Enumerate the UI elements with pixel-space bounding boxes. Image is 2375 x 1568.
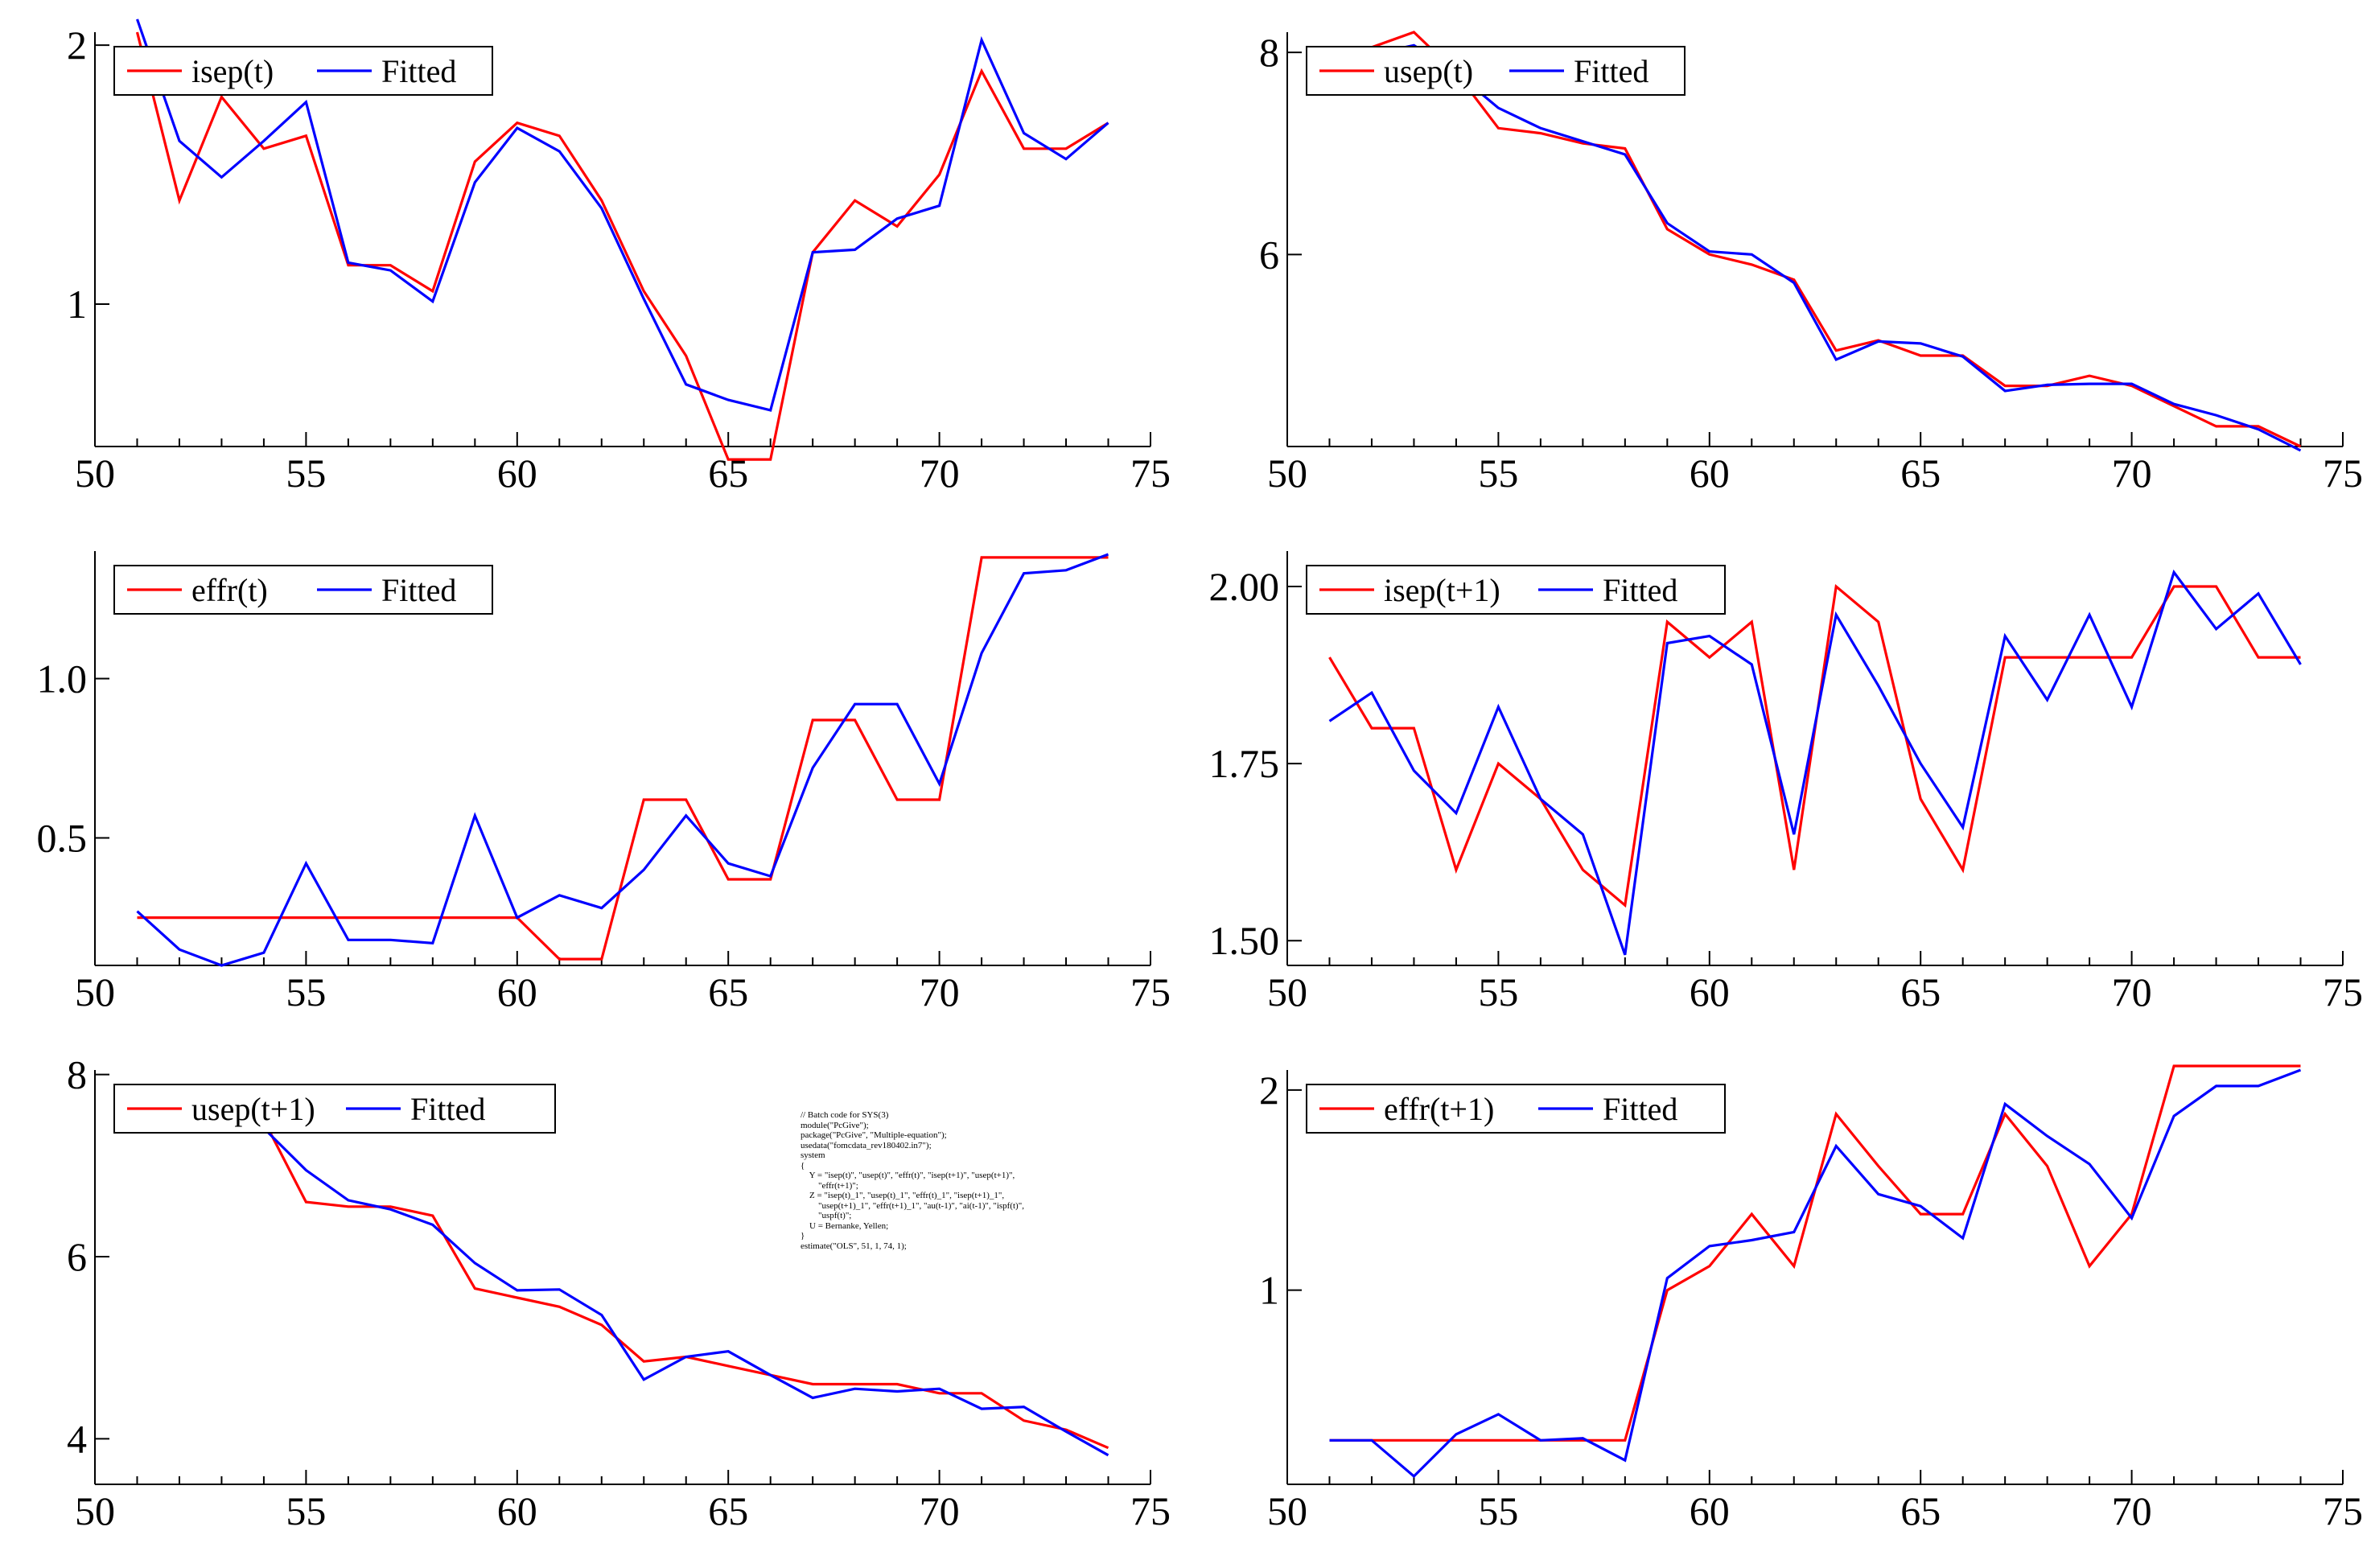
chart-panel-2: 50 55 60 65 70 75 6 8 usep(t) Fitted: [1259, 30, 2363, 496]
legend-box: [113, 1084, 556, 1134]
x-tick-label: 70: [2112, 451, 2152, 496]
legend-label-fitted: Fitted: [410, 1091, 485, 1127]
x-tick-label: 60: [497, 451, 537, 496]
x-tick-label: 55: [1478, 451, 1518, 496]
legend: effr(t) Fitted: [113, 565, 493, 615]
x-tick-label: 65: [708, 1488, 748, 1533]
x-tick-label: 50: [75, 1488, 115, 1533]
legend-box: [1306, 1084, 1726, 1134]
x-tick-label: 75: [2323, 969, 2363, 1014]
x-tick-label: 70: [920, 969, 960, 1014]
x-tick-label: 50: [1267, 969, 1307, 1014]
y-tick-label: 2: [1259, 1068, 1279, 1113]
x-tick-label: 70: [2112, 969, 2152, 1014]
y-tick-label: 1.50: [1209, 918, 1280, 963]
x-tick-label: 65: [1900, 1488, 1941, 1533]
legend-label-actual: usep(t+1): [191, 1091, 315, 1127]
x-tick-label: 75: [1130, 969, 1171, 1014]
y-tick-label: 1.0: [37, 656, 88, 701]
series-line-actual: [137, 556, 1109, 961]
legend-label-fitted: Fitted: [1603, 572, 1677, 608]
x-tick-label: 75: [1130, 1488, 1171, 1533]
y-tick-label: 1: [67, 282, 87, 327]
chart-panel-6: 50 55 60 65 70 75 1 2 effr(t+1) Fitted: [1259, 1064, 2363, 1533]
x-tick-label: 70: [2112, 1488, 2152, 1533]
y-tick-label: 8: [67, 1052, 87, 1097]
x-tick-label: 55: [1478, 1488, 1518, 1533]
chart-panel-4: 50 55 60 65 70 75 1.50 1.75 2.00 isep(t+1) Fitted: [1209, 551, 2363, 1014]
y-tick-label: 2.00: [1209, 564, 1280, 609]
x-tick-label: 50: [75, 451, 115, 496]
x-tick-label: 65: [708, 969, 748, 1014]
series-line-fitted: [1329, 43, 2302, 452]
legend: usep(t+1) Fitted: [113, 1084, 556, 1134]
x-tick-label: 70: [920, 1488, 960, 1533]
legend: isep(t+1) Fitted: [1306, 565, 1726, 615]
y-tick-label: 0.5: [37, 816, 88, 861]
x-tick-label: 60: [1690, 451, 1730, 496]
series-line-fitted: [135, 19, 1109, 412]
legend-label-actual: usep(t): [1384, 53, 1473, 89]
y-tick-label: 1: [1259, 1268, 1279, 1313]
x-tick-label: 60: [497, 969, 537, 1014]
legend-label-fitted: Fitted: [1574, 53, 1649, 89]
x-tick-label: 55: [286, 969, 326, 1014]
x-tick-label: 60: [497, 1488, 537, 1533]
batch-code-note: // Batch code for SYS(3) module("PcGive"…: [801, 1110, 1024, 1251]
x-tick-label: 70: [920, 451, 960, 496]
series-line-actual: [1329, 31, 2302, 448]
x-tick-label: 75: [1130, 451, 1171, 496]
x-tick-label: 65: [1900, 451, 1941, 496]
y-tick-label: 1.75: [1209, 741, 1280, 786]
series-line-fitted: [1328, 569, 2302, 956]
legend-label-fitted: Fitted: [1603, 1091, 1677, 1127]
x-tick-label: 60: [1690, 969, 1730, 1014]
legend-label-actual: isep(t): [191, 53, 274, 89]
x-tick-label: 55: [1478, 969, 1518, 1014]
y-tick-label: 6: [67, 1234, 87, 1279]
y-tick-label: 4: [67, 1416, 87, 1461]
series-line-fitted: [136, 553, 1109, 967]
chart-panel-5: 50 55 60 65 70 75 4 6 8 usep(t+1) Fitted: [67, 1052, 1171, 1533]
x-tick-label: 50: [1267, 1488, 1307, 1533]
y-tick-label: 6: [1259, 232, 1279, 277]
legend: usep(t) Fitted: [1306, 46, 1686, 96]
legend-label-fitted: Fitted: [381, 53, 456, 89]
x-tick-label: 55: [286, 451, 326, 496]
legend: isep(t) Fitted: [113, 46, 493, 96]
legend-label-actual: isep(t+1): [1384, 572, 1500, 608]
x-tick-label: 50: [1267, 451, 1307, 496]
x-tick-label: 65: [1900, 969, 1941, 1014]
y-tick-label: 2: [67, 23, 87, 68]
legend-box: [1306, 565, 1726, 615]
y-tick-label: 8: [1259, 30, 1279, 75]
legend: effr(t+1) Fitted: [1306, 1084, 1726, 1134]
legend-label-fitted: Fitted: [381, 572, 456, 608]
x-tick-label: 60: [1690, 1488, 1730, 1533]
x-tick-label: 75: [2323, 1488, 2363, 1533]
chart-panel-3: 50 55 60 65 70 75 0.5 1.0 effr(t) Fitted: [37, 551, 1171, 1014]
x-tick-label: 50: [75, 969, 115, 1014]
series-line-fitted: [1329, 1068, 2302, 1479]
x-tick-label: 55: [286, 1488, 326, 1533]
series-line-fitted: [137, 1105, 1109, 1457]
legend-label-actual: effr(t): [191, 572, 268, 608]
x-tick-label: 75: [2323, 451, 2363, 496]
legend-label-actual: effr(t+1): [1384, 1091, 1494, 1127]
series-line-actual: [135, 31, 1109, 461]
